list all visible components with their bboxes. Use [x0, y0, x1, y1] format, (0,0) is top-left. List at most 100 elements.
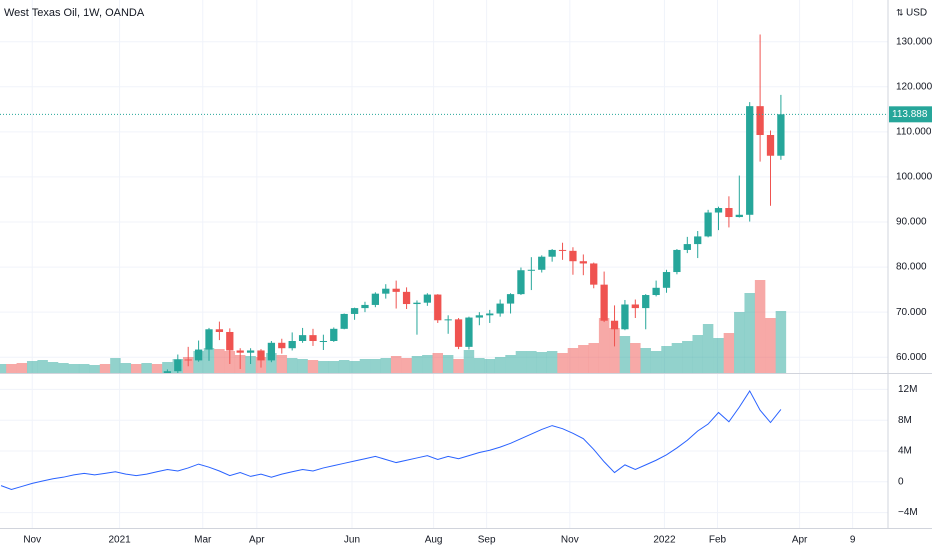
- volume-bar: [349, 361, 360, 373]
- volume-bar: [68, 364, 80, 373]
- candle-body: [39, 447, 46, 461]
- candle-body: [496, 303, 504, 314]
- y2-tick-label: 8M: [898, 415, 912, 426]
- currency[interactable]: USD: [906, 8, 927, 19]
- volume-bar: [505, 355, 516, 373]
- candle-body: [330, 328, 338, 341]
- volume-bar: [16, 363, 28, 373]
- candle-body: [517, 270, 525, 295]
- candle-body: [725, 208, 733, 218]
- candle-body: [319, 340, 328, 342]
- volume-bar: [422, 355, 433, 373]
- volume-bar: [619, 336, 631, 373]
- volume-bar: [214, 349, 225, 373]
- last-price-box: [889, 106, 932, 123]
- volume-bar: [609, 328, 620, 373]
- candle-body: [486, 313, 494, 316]
- candle-body: [423, 294, 432, 303]
- volume-bar: [411, 356, 423, 373]
- candle-body: [257, 350, 265, 361]
- volume-bar: [567, 348, 579, 373]
- candle-body: [642, 295, 650, 309]
- candle-body: [434, 294, 442, 321]
- volume-bar: [162, 362, 173, 373]
- volume-bar: [474, 358, 485, 373]
- candle-body: [8, 443, 15, 448]
- volume-bar: [692, 335, 703, 373]
- y-tick-label: 60.000: [896, 352, 927, 363]
- candle-body: [631, 304, 639, 309]
- candle-body: [600, 284, 608, 321]
- candle-body: [756, 106, 764, 136]
- volume-bar: [682, 341, 693, 373]
- candle-body: [652, 287, 660, 296]
- indicator-pane: [0, 374, 888, 528]
- volume-bar: [193, 351, 204, 373]
- y-tick-label: 110.000: [896, 126, 932, 137]
- volume-bar: [328, 361, 340, 373]
- y2-tick-label: 4M: [898, 446, 912, 457]
- volume-bar: [713, 338, 724, 373]
- candle-body: [143, 392, 150, 393]
- volume-bar: [671, 343, 683, 373]
- volume-bar: [89, 365, 100, 373]
- candle-body: [153, 392, 160, 393]
- volume-bar: [120, 363, 132, 373]
- y2-tick-label: 12M: [898, 384, 917, 395]
- candle-body: [569, 250, 577, 262]
- candle-body: [714, 208, 723, 213]
- candle-body: [246, 350, 255, 353]
- price-pane: [0, 0, 888, 461]
- volume-bar: [546, 351, 558, 373]
- candle-body: [402, 291, 411, 305]
- x-tick-label: Aug: [425, 535, 443, 546]
- candle-body: [662, 272, 671, 288]
- x-tick-label: 9: [850, 535, 856, 546]
- volume-bar: [432, 353, 444, 373]
- y-tick-label: 120.000: [896, 81, 932, 92]
- x-tick-label: 2021: [108, 535, 131, 546]
- candle-body: [538, 256, 546, 270]
- x-tick-label: Nov: [561, 535, 579, 546]
- candle-body: [590, 263, 598, 285]
- volume-bar: [401, 358, 412, 373]
- candle-body: [683, 244, 691, 250]
- volume-bar: [765, 318, 776, 373]
- volume-bar: [754, 280, 766, 373]
- volume-bar: [26, 361, 38, 373]
- volume-bar: [110, 358, 121, 373]
- volume-bar: [494, 357, 506, 373]
- candle-body: [548, 249, 556, 257]
- volume-bar: [744, 293, 755, 373]
- volume-bar: [380, 358, 392, 373]
- volume-bar: [151, 364, 163, 373]
- candle-body: [579, 261, 587, 264]
- candle-body: [309, 335, 317, 341]
- candle-body: [735, 214, 743, 218]
- candle-body: [215, 329, 224, 332]
- candle-body: [382, 288, 390, 294]
- y-tick-label: 80.000: [896, 262, 927, 273]
- volume-bar: [661, 346, 672, 373]
- volume-bar: [338, 360, 350, 373]
- volume-bar: [286, 358, 298, 373]
- candle-body: [350, 308, 359, 314]
- candle-body: [184, 359, 192, 361]
- candle-body: [621, 304, 629, 330]
- candle-body: [60, 423, 67, 437]
- volume-bar: [47, 362, 59, 373]
- x-tick-label: Sep: [478, 535, 496, 546]
- volume-bar: [442, 355, 454, 373]
- x-tick-label: Mar: [194, 535, 212, 546]
- x-tick-label: Nov: [23, 535, 41, 546]
- candle-body: [267, 342, 276, 361]
- x-tick-label: 2022: [653, 535, 676, 546]
- candle-body: [122, 392, 129, 409]
- indicator-line: [0, 389, 782, 491]
- y-tick-label: 70.000: [896, 307, 927, 318]
- scale-icon: ⇅: [896, 7, 904, 17]
- candle-body: [163, 371, 172, 373]
- candle-body: [49, 437, 56, 447]
- candle-body: [475, 315, 483, 318]
- volume-bar: [297, 359, 308, 373]
